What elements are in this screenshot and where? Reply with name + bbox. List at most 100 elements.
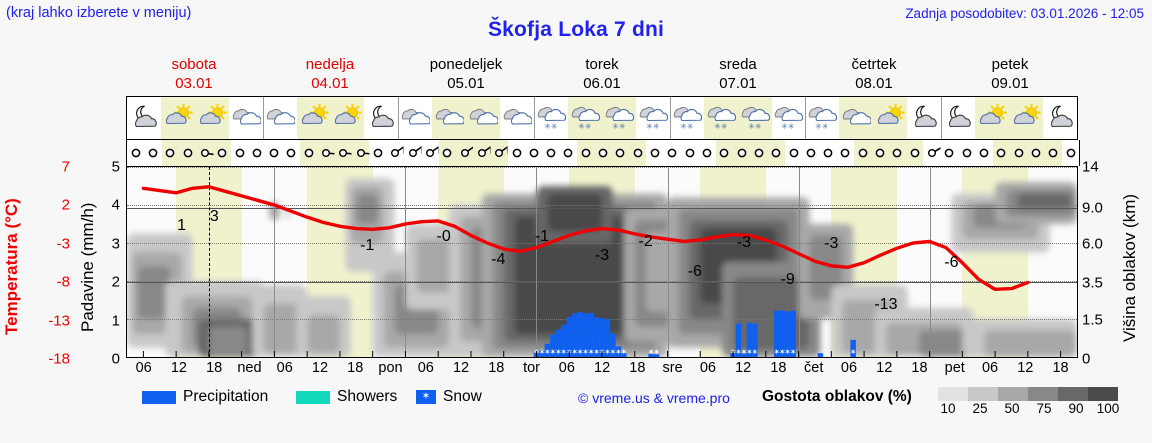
svg-text:✶: ✶ [653, 348, 660, 357]
precipitation-tick-label: 1 [111, 312, 120, 330]
horizontal-gridline-major [127, 207, 1077, 209]
temperature-tick-label: 7 [61, 158, 70, 176]
temperature-tick-label: -18 [48, 350, 70, 368]
cloud-snow-icon: ✳✳ [809, 106, 838, 130]
precipitation-tick-label: 3 [111, 235, 120, 253]
wind-calm-icon [958, 140, 975, 166]
x-tick-label: 18 [1052, 360, 1069, 376]
wind-calm-icon [525, 140, 542, 166]
wind-calm-icon [248, 140, 265, 166]
day-separator [941, 97, 943, 139]
weather-icon-sun-cloud [1008, 97, 1043, 139]
weather-icon-cloud-snow: ✳✳ [669, 97, 704, 139]
wind-barb-icon [196, 140, 214, 166]
weather-icon-sun-cloud [296, 97, 331, 139]
day-date: 03.01 [175, 75, 213, 92]
weather-icon-cloud [466, 97, 501, 139]
cloud-snow-icon: ✳✳ [707, 106, 736, 130]
cloud-snow-icon: ✳✳ [673, 106, 702, 130]
svg-text:✳✳: ✳✳ [612, 122, 626, 130]
sun-cloud-icon [335, 104, 363, 125]
cloud-density-swatch [1028, 387, 1058, 401]
wind-barb-icon [473, 140, 491, 166]
snow-swatch-icon [416, 390, 436, 404]
wind-calm-icon [438, 140, 456, 166]
horizontal-gridline [127, 167, 1077, 168]
svg-text:✶: ✶ [582, 348, 589, 357]
wind-calm-icon [543, 140, 560, 166]
svg-text:✶: ✶ [604, 348, 611, 357]
day-header-row: sobota 03.01 nedelja 04.01 ponedeljek 05.01 to… [126, 55, 1078, 95]
weather-icon-sun-cloud [330, 97, 365, 139]
sun-cloud-icon [1013, 104, 1041, 125]
day-column-nedelja: nedelja 04.01 [262, 55, 398, 95]
wind-barb-icon [490, 140, 508, 166]
day-name: četrtek [851, 56, 897, 73]
svg-text:✳✳: ✳✳ [748, 122, 762, 130]
cloud-snow-icon: ✳✳ [537, 106, 567, 130]
temperature-value-label: 1 [177, 217, 187, 235]
wind-calm-icon [664, 140, 681, 166]
temperature-value-label: -3 [824, 235, 839, 253]
cloud-snow-icon: ✳✳ [571, 106, 600, 130]
weather-icon-sun-cloud [873, 97, 908, 139]
temperature-tick-label: 2 [61, 196, 70, 214]
temperature-value-label: -6 [687, 262, 702, 280]
horizontal-gridline [127, 357, 1077, 358]
moon-cloud-icon [915, 105, 937, 128]
svg-text:✶: ✶ [588, 348, 595, 357]
x-minor-ticks [142, 351, 1062, 357]
cloud-icon [843, 108, 872, 125]
temperature-value-label: -6 [944, 254, 959, 272]
x-tick-label: sre [662, 360, 683, 376]
weather-icon-cloud-snow: ✳✳ [636, 97, 670, 139]
svg-text:✶: ✶ [577, 348, 584, 357]
svg-text:✶: ✶ [620, 348, 627, 357]
svg-text:✶: ✶ [539, 348, 546, 357]
weather-icon-cloud-snow: ✳✳ [534, 97, 568, 139]
wind-calm-icon [888, 140, 907, 166]
svg-text:✶: ✶ [555, 348, 562, 357]
temperature-value-label: -3 [736, 233, 752, 251]
weather-icon-sun-cloud [975, 97, 1009, 139]
weather-icon-moon-cloud [941, 97, 975, 139]
weather-icon-cloud-snow: ✳✳ [737, 97, 772, 139]
day-name: nedelja [305, 56, 355, 73]
day-column-sobota: sobota 03.01 [126, 55, 262, 95]
cloud-icon [232, 108, 261, 125]
weather-icon-cloud-snow: ✳✳ [805, 97, 839, 139]
x-tick-label: 18 [347, 360, 364, 376]
wind-calm-icon [1009, 140, 1028, 166]
wind-calm-icon [715, 140, 733, 166]
wind-calm-icon [560, 140, 577, 166]
wind-calm-icon [231, 140, 248, 166]
horizontal-gridline-major [127, 281, 1077, 283]
wind-calm-icon [681, 140, 698, 166]
temperature-tick-label: -13 [48, 312, 70, 330]
day-separator [262, 97, 264, 139]
wind-calm-icon [698, 140, 715, 166]
svg-text:✶: ✶ [752, 348, 759, 357]
wind-barb-strip [126, 140, 1080, 166]
cloud-density-scale-number: 100 [1096, 401, 1120, 416]
legend-precipitation-label: Precipitation [183, 388, 269, 405]
svg-text:✶: ✶ [560, 348, 567, 357]
cloud-height-tick-label: 14 [1082, 158, 1099, 176]
day-column-petek: petek 09.01 [942, 55, 1078, 95]
weather-icon-moon-cloud [907, 97, 941, 139]
svg-text:✳✳: ✳✳ [646, 122, 660, 130]
meteogram-plot: ✶✶✶✶✶✶✶✶✶✶✶✶✶✶✶✶✶✶✶✶✶✶✶✶✶✶✶✶✶ 1 3 -1 -0 -4 -1 -… [126, 166, 1078, 358]
weather-icon-cloud [500, 97, 534, 139]
temperature-value-label: -13 [874, 296, 898, 314]
horizontal-gridline [127, 205, 1077, 206]
cloud-height-tick-label: 0 [1082, 350, 1091, 368]
wind-calm-icon [213, 140, 231, 166]
x-tick-label: 06 [417, 360, 434, 376]
svg-text:✶: ✶ [544, 348, 551, 357]
horizontal-gridline [127, 243, 1077, 244]
day-gridline [929, 167, 931, 357]
svg-text:✶: ✶ [610, 348, 617, 357]
cloud-icon [402, 108, 431, 125]
sun-cloud-icon [199, 104, 227, 125]
svg-text:✳✳: ✳✳ [578, 122, 592, 130]
